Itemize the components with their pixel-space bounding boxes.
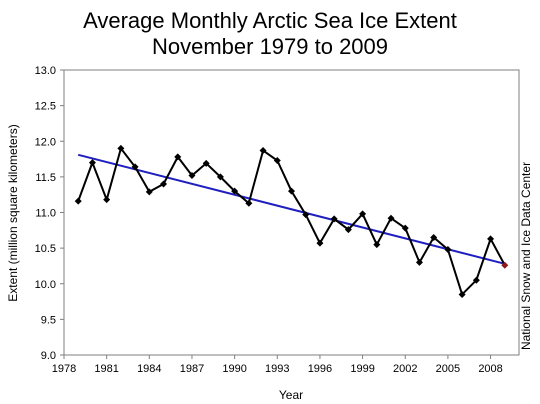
data-point	[415, 258, 423, 266]
data-point	[216, 173, 224, 181]
data-point	[174, 153, 182, 161]
x-tick-label: 2005	[436, 363, 460, 375]
trend-line	[77, 153, 506, 265]
x-axis-label: Year	[279, 388, 303, 402]
x-tick-label: 2002	[393, 363, 417, 375]
data-point	[487, 235, 495, 243]
x-tick-label: 1990	[222, 363, 246, 375]
x-tick-label: 2008	[478, 363, 502, 375]
x-tick-label: 1996	[308, 363, 332, 375]
y-tick-label: 13.0	[35, 65, 56, 77]
x-tick-label: 1984	[137, 363, 161, 375]
y-tick-label: 10.5	[35, 243, 56, 255]
data-point	[160, 180, 168, 188]
data-point	[131, 163, 139, 171]
x-tick-label: 1993	[265, 363, 289, 375]
credit-label: National Snow and Ice Data Center	[519, 162, 533, 350]
data-point	[444, 246, 452, 254]
x-tick-label: 1999	[350, 363, 374, 375]
data-point	[401, 224, 409, 232]
data-point	[359, 210, 367, 218]
data-point	[145, 188, 153, 196]
data-point	[430, 233, 438, 241]
latest-data-point	[501, 261, 509, 269]
y-tick-label: 10.0	[35, 279, 56, 291]
y-tick-label: 9.0	[41, 350, 56, 362]
data-point	[188, 171, 196, 179]
y-tick-label: 12.5	[35, 101, 56, 113]
y-tick-label: 11.5	[35, 172, 56, 184]
data-point	[458, 290, 466, 298]
x-tick-label: 1978	[52, 363, 76, 375]
data-point	[387, 214, 395, 222]
data-point	[88, 159, 96, 167]
data-point	[259, 147, 267, 155]
chart-title-line2: November 1979 to 2009	[151, 34, 389, 59]
data-point	[472, 276, 480, 284]
y-tick-label: 11.0	[35, 208, 56, 220]
data-point	[74, 197, 82, 205]
data-point	[344, 226, 352, 234]
y-axis-label: Extent (million square kilometers)	[6, 124, 20, 301]
data-point	[245, 199, 253, 207]
data-point	[302, 211, 310, 219]
x-tick-label: 1987	[180, 363, 204, 375]
chart-title-line1: Average Monthly Arctic Sea Ice Extent	[83, 8, 457, 33]
data-point	[316, 239, 324, 247]
data-point	[231, 187, 239, 195]
data-point	[373, 241, 381, 249]
data-point	[117, 144, 125, 152]
x-tick-label: 1981	[94, 363, 118, 375]
data-point	[330, 215, 338, 223]
plot-area-frame	[63, 69, 520, 356]
data-point	[273, 156, 281, 164]
y-tick-label: 9.5	[41, 314, 56, 326]
data-point	[103, 196, 111, 204]
y-tick-label: 12.0	[35, 136, 56, 148]
data-point	[202, 159, 210, 167]
data-point	[288, 187, 295, 195]
